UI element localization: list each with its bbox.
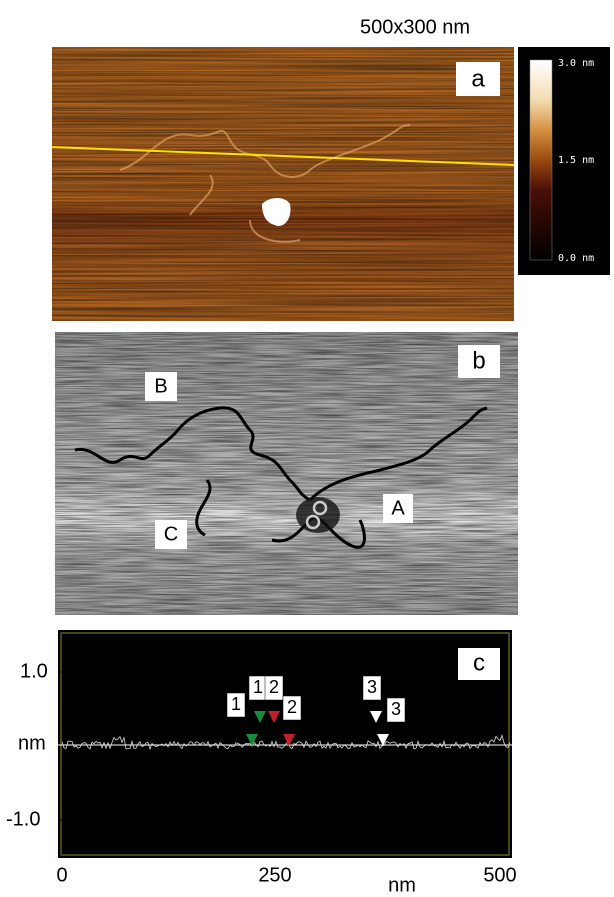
scan-grain xyxy=(55,332,518,615)
y-label: nm xyxy=(18,732,46,754)
annotation: B xyxy=(154,375,167,397)
x-label: 250 xyxy=(258,864,291,886)
marker-label: 3 xyxy=(367,677,377,697)
panel-label: b xyxy=(472,347,485,374)
x-label: 0 xyxy=(56,864,67,886)
marker-label: 2 xyxy=(269,677,279,697)
panel-label: a xyxy=(471,65,485,92)
panel-label: c xyxy=(473,649,485,676)
marker-label: 3 xyxy=(391,699,401,719)
marker-label: 1 xyxy=(253,677,263,697)
figure: 500x300 nm a 3.0 nm 1.5 nm 0.0 nm b B C … xyxy=(0,0,614,892)
panel-b: b B C A xyxy=(55,332,518,615)
marker-label: 2 xyxy=(287,697,297,717)
page: {"header": {"title": "500x300 nm"}, "pan… xyxy=(0,0,614,892)
y-label: -1.0 xyxy=(6,808,40,830)
panel-a: a xyxy=(52,47,514,321)
y-label: 1.0 xyxy=(20,660,48,682)
x-label: 500 xyxy=(483,864,516,886)
colorbar-label: 1.5 nm xyxy=(558,155,594,166)
marker-label: 1 xyxy=(231,694,241,714)
annotation: C xyxy=(164,523,178,545)
profile-plot xyxy=(58,630,512,858)
colorbar: 3.0 nm 1.5 nm 0.0 nm xyxy=(518,47,610,275)
colorbar-label: 0.0 nm xyxy=(558,253,594,264)
scale-title: 500x300 nm xyxy=(360,16,470,38)
annotation: A xyxy=(391,497,405,519)
colorbar-label: 3.0 nm xyxy=(558,58,594,69)
x-unit: nm xyxy=(388,874,416,892)
colorbar-scale xyxy=(530,60,552,260)
scan-streaks xyxy=(52,47,514,321)
